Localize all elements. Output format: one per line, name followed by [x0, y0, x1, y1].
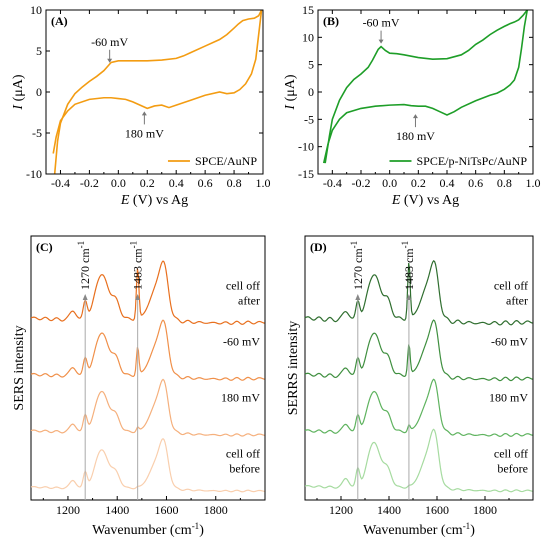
y-tick-label: 5 [36, 44, 42, 58]
reference-line-label: 1483 cm-1 [400, 241, 416, 290]
x-tick-label: 1400 [105, 503, 129, 517]
series-label-line2: before [497, 461, 528, 475]
cv-trace-anodic [53, 10, 263, 174]
annotation-label: -60 mV [91, 35, 128, 49]
series-label: -60 mV [223, 334, 260, 348]
series-label-line2: after [238, 293, 260, 307]
x-axis-label: E (V) vs Ag [391, 193, 459, 208]
y-tick-label: 15 [302, 3, 314, 17]
y-tick-label: 0 [36, 85, 42, 99]
legend-label: SPCE/p-NiTsPc/AuNP [416, 154, 527, 168]
annotation-label: 180 mV [125, 126, 164, 140]
spectrum-trace [304, 319, 533, 382]
reference-arrow-head [355, 294, 361, 300]
panel-a-cyclic-voltammogram: -0.4 -0.2 0.0 0.2 0.4 0.6 0.8 1.0 -10 -5 0 5 10 E (V)… [11, 3, 271, 208]
y-axis-label: I (μA) [11, 74, 26, 110]
x-tick-label: 0.6 [468, 176, 483, 190]
spectrum-trace [304, 260, 533, 326]
spectrum-trace [30, 378, 265, 437]
x-axis-label: Wavenumber (cm-1) [92, 521, 204, 538]
x-tick-label: -0.2 [352, 176, 371, 190]
series-label: cell off [494, 446, 528, 460]
reference-line-label: 1270 cm-1 [76, 241, 92, 290]
x-tick-label: 1.0 [256, 176, 271, 190]
y-tick-label: 10 [30, 3, 42, 17]
plot-frame [304, 235, 534, 501]
x-tick-label: 1400 [377, 503, 401, 517]
x-tick-label: 1800 [473, 503, 497, 517]
panel-label: (D) [310, 240, 327, 254]
series-label: 180 mV [221, 390, 260, 404]
x-tick-label: 1800 [204, 503, 228, 517]
plot-frame [45, 9, 264, 175]
y-tick-label: -15 [298, 167, 314, 181]
spectrum-trace [304, 378, 533, 437]
reference-line-label: 1483 cm-1 [129, 241, 145, 290]
annotation-arrow-head [412, 114, 418, 119]
spectrum-trace [30, 260, 265, 325]
series-label: cell off [226, 278, 260, 292]
y-axis-label: SERS intensity [12, 325, 27, 410]
series-label: -60 mV [491, 334, 528, 348]
plot-frame [30, 235, 266, 501]
annotation-arrow-head [141, 111, 147, 116]
annotation-arrow-head [378, 39, 384, 44]
cv-trace-anodic [324, 10, 528, 164]
annotation-label: 180 mV [396, 129, 435, 143]
series-label-line2: after [506, 293, 528, 307]
annotation-label: -60 mV [363, 16, 400, 30]
y-tick-label: 5 [308, 58, 314, 72]
panel-label: (C) [36, 240, 53, 254]
series-label: cell off [494, 278, 528, 292]
spectrum-trace [304, 428, 533, 493]
x-tick-label: -0.2 [80, 176, 99, 190]
y-axis-label: I (μA) [283, 74, 298, 110]
x-tick-label: 0.6 [198, 176, 213, 190]
x-tick-label: 1200 [56, 503, 80, 517]
cv-trace-cathodic [322, 10, 529, 164]
x-tick-label: -0.4 [51, 176, 70, 190]
x-tick-label: 1600 [154, 503, 178, 517]
y-tick-label: -10 [298, 140, 314, 154]
series-label-line2: before [229, 461, 260, 475]
x-tick-label: -0.4 [323, 176, 342, 190]
x-tick-label: 0.4 [440, 176, 455, 190]
x-tick-label: 0.2 [411, 176, 426, 190]
y-axis-label: SERRS intensity [286, 321, 301, 416]
x-tick-label: 1600 [425, 503, 449, 517]
reference-arrow-head [82, 294, 88, 300]
reference-arrow-head [135, 294, 141, 300]
x-tick-label: 0.8 [497, 176, 512, 190]
x-tick-label: 1.0 [526, 176, 541, 190]
annotation-arrow-head [107, 58, 113, 63]
series-label: 180 mV [489, 390, 528, 404]
y-tick-label: -10 [26, 167, 42, 181]
cv-trace-cathodic [52, 10, 263, 154]
legend-label: SPCE/AuNP [195, 154, 257, 168]
panel-b-cyclic-voltammogram: -0.4 -0.2 0.0 0.2 0.4 0.6 0.8 1.0 -15 -10 -5 0 5 10 15… [283, 3, 541, 208]
x-tick-label: 0.8 [227, 176, 242, 190]
y-tick-label: 0 [308, 85, 314, 99]
x-tick-label: 0.0 [382, 176, 397, 190]
reference-line-label: 1270 cm-1 [349, 241, 365, 290]
x-tick-label: 1200 [329, 503, 353, 517]
x-axis-label: E (V) vs Ag [120, 193, 188, 208]
y-tick-label: 10 [302, 30, 314, 44]
spectrum-trace [30, 437, 265, 493]
panel-label: (B) [323, 14, 339, 28]
x-tick-label: 0.2 [140, 176, 155, 190]
reference-arrow-head [406, 294, 412, 300]
series-label: cell off [226, 446, 260, 460]
panel-label: (A) [51, 14, 68, 28]
x-tick-label: 0.4 [169, 176, 184, 190]
spectrum-trace [30, 319, 265, 381]
y-tick-label: -5 [304, 112, 314, 126]
x-tick-label: 0.0 [111, 176, 126, 190]
x-axis-label: Wavenumber (cm-1) [363, 521, 475, 538]
y-tick-label: -5 [32, 126, 42, 140]
